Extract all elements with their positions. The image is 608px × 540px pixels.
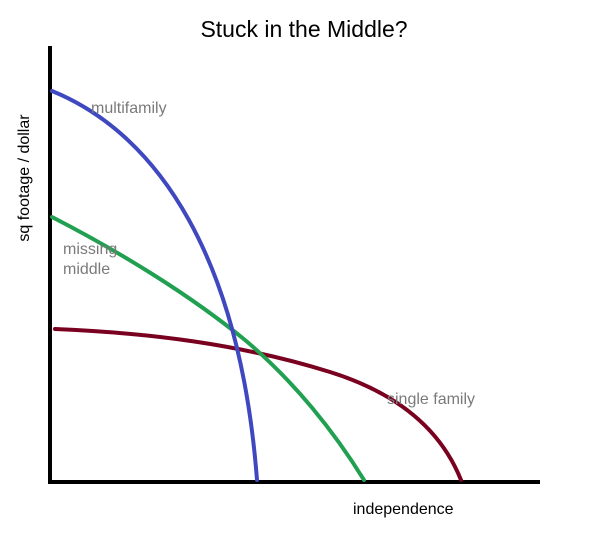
single-family-label-line: single family <box>387 391 476 408</box>
single-family-label: single family <box>387 390 475 410</box>
x-axis-label: independence <box>353 501 454 518</box>
chart-title: Stuck in the Middle? <box>200 16 408 42</box>
multifamily-curve <box>50 89 259 482</box>
multifamily-label: multifamily <box>91 99 167 119</box>
missing-middle-curve <box>50 215 366 482</box>
missing-middle-label: missing middle <box>63 240 117 280</box>
single-family-curve <box>53 327 463 482</box>
multifamily-label-line: multifamily <box>91 100 167 117</box>
missing-middle-label-line-2: middle <box>63 261 111 278</box>
missing-middle-label-line-1: missing <box>63 241 118 258</box>
